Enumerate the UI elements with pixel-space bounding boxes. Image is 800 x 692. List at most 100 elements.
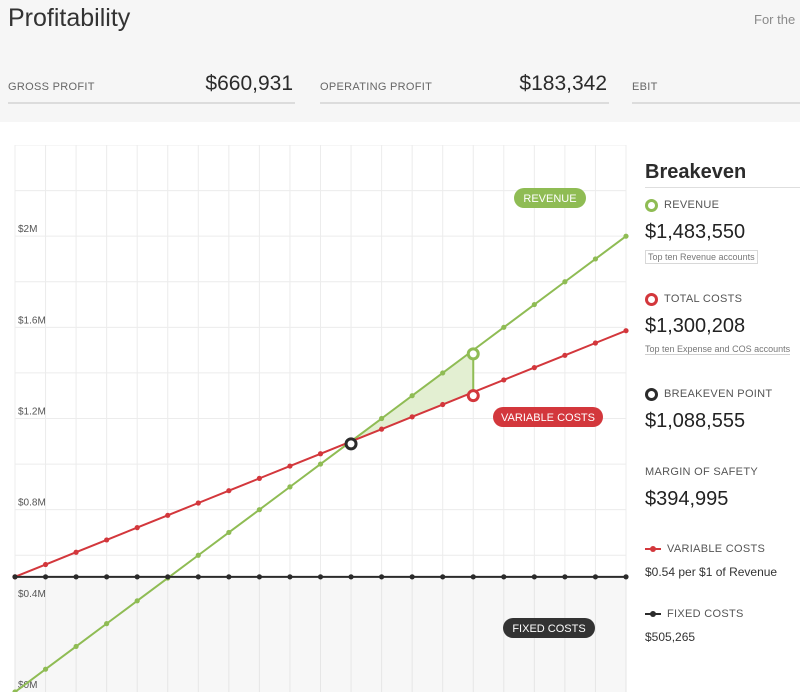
sidebar-revenue: REVENUE $1,483,550 Top ten Revenue accou… [645, 197, 758, 265]
fixed-costs-point [196, 574, 201, 579]
fixed-costs-point [623, 574, 628, 579]
sidebar-variable-costs: VARIABLE COSTS $0.54 per $1 of Revenue [645, 541, 777, 579]
y-tick-label: $1.2M [18, 407, 46, 418]
fixed-costs-point [318, 574, 323, 579]
revenue-value: $1,483,550 [645, 221, 758, 244]
actual-revenue-marker [468, 349, 478, 359]
top-expense-accounts-link[interactable]: Top ten Expense and COS accounts [645, 344, 790, 355]
sidebar-total-costs: TOTAL COSTS $1,300,208 Top ten Expense a… [645, 291, 790, 357]
fixed-costs-series-label: FIXED COSTS [512, 623, 585, 635]
fixed-costs-point [135, 574, 140, 579]
kpi-gross-profit: GROSS PROFIT $660,931 [8, 60, 295, 104]
period-label: For the [754, 12, 795, 27]
fixed-costs-point [471, 574, 476, 579]
revenue-point [287, 484, 292, 489]
fixed-costs-point [593, 574, 598, 579]
y-tick-label: $0.4M [18, 589, 46, 600]
y-tick-label: $0.8M [18, 498, 46, 509]
revenue-point [196, 553, 201, 558]
variable-costs-point [623, 328, 628, 333]
revenue-point [43, 667, 48, 672]
total-costs-value: $1,300,208 [645, 315, 790, 338]
sidebar-margin-of-safety: MARGIN OF SAFETY $394,995 [645, 464, 758, 511]
variable-costs-point [562, 353, 567, 358]
margin-value: $394,995 [645, 488, 758, 511]
kpi-ebit: EBIT [632, 60, 800, 104]
revenue-point [318, 461, 323, 466]
variable-costs-point [287, 463, 292, 468]
variable-costs-point [501, 377, 506, 382]
divider [645, 187, 800, 188]
fixed-costs-point [440, 574, 445, 579]
breakeven-point-marker [346, 439, 356, 449]
variable-costs-point [410, 414, 415, 419]
variable-costs-point [135, 525, 140, 530]
variable-costs-value: $0.54 per $1 of Revenue [645, 565, 777, 579]
variable-costs-point [532, 365, 537, 370]
y-tick-label: $1.6M [18, 315, 46, 326]
fixed-costs-label: FIXED COSTS [667, 608, 744, 620]
revenue-point [532, 302, 537, 307]
top-revenue-accounts-link[interactable]: Top ten Revenue accounts [645, 250, 758, 264]
variable-costs-point [593, 340, 598, 345]
fixed-costs-point [74, 574, 79, 579]
kpi-label: OPERATING PROFIT [320, 81, 432, 93]
revenue-point [135, 598, 140, 603]
revenue-point [104, 621, 109, 626]
variable-costs-point [440, 402, 445, 407]
variable-costs-point [257, 476, 262, 481]
breakeven-marker-icon [645, 388, 658, 401]
revenue-point [226, 530, 231, 535]
kpi-value: $183,342 [519, 72, 607, 96]
breakeven-sidebar: Breakeven REVENUE $1,483,550 Top ten Rev… [645, 145, 800, 692]
breakeven-label: BREAKEVEN POINT [664, 388, 772, 400]
kpi-label: GROSS PROFIT [8, 81, 95, 93]
total-costs-marker-icon [645, 293, 658, 306]
fixed-costs-point [410, 574, 415, 579]
variable-costs-point [165, 513, 170, 518]
fixed-costs-point [501, 574, 506, 579]
revenue-point [410, 393, 415, 398]
revenue-point [440, 370, 445, 375]
revenue-point [379, 416, 384, 421]
revenue-marker-icon [645, 199, 658, 212]
kpi-operating-profit: OPERATING PROFIT $183,342 [320, 60, 609, 104]
fixed-costs-point [165, 574, 170, 579]
revenue-point [257, 507, 262, 512]
revenue-point [623, 234, 628, 239]
fixed-costs-point [12, 574, 17, 579]
revenue-label: REVENUE [664, 199, 719, 211]
revenue-point [562, 279, 567, 284]
fixed-costs-point [287, 574, 292, 579]
fixed-costs-point [562, 574, 567, 579]
sidebar-breakeven: BREAKEVEN POINT $1,088,555 [645, 386, 772, 433]
breakeven-value: $1,088,555 [645, 410, 772, 433]
variable-costs-label: VARIABLE COSTS [667, 543, 765, 555]
variable-costs-line-icon [645, 543, 661, 555]
sidebar-title: Breakeven [645, 161, 746, 184]
revenue-point [501, 325, 506, 330]
fixed-costs-point [257, 574, 262, 579]
fixed-costs-point [43, 574, 48, 579]
kpi-label: EBIT [632, 81, 658, 93]
fixed-costs-line-icon [645, 608, 661, 620]
revenue-point [593, 256, 598, 261]
variable-costs-point [318, 451, 323, 456]
fixed-costs-point [348, 574, 353, 579]
kpi-value: $660,931 [205, 72, 293, 96]
breakeven-chart: $0M $0.4M $0.8M $1.2M $1.6M $2M REVENUE VARIABL… [0, 145, 630, 692]
revenue-series-label: REVENUE [523, 193, 576, 205]
revenue-point [74, 644, 79, 649]
total-costs-label: TOTAL COSTS [664, 293, 742, 305]
page-title: Profitability [8, 4, 130, 33]
fixed-costs-point [379, 574, 384, 579]
fixed-costs-value: $505,265 [645, 630, 744, 644]
variable-costs-point [74, 550, 79, 555]
sidebar-fixed-costs: FIXED COSTS $505,265 [645, 606, 744, 644]
variable-costs-point [226, 488, 231, 493]
fixed-costs-point [226, 574, 231, 579]
variable-costs-point [196, 500, 201, 505]
variable-costs-series-label: VARIABLE COSTS [501, 412, 595, 424]
fixed-costs-point [532, 574, 537, 579]
variable-costs-point [104, 537, 109, 542]
